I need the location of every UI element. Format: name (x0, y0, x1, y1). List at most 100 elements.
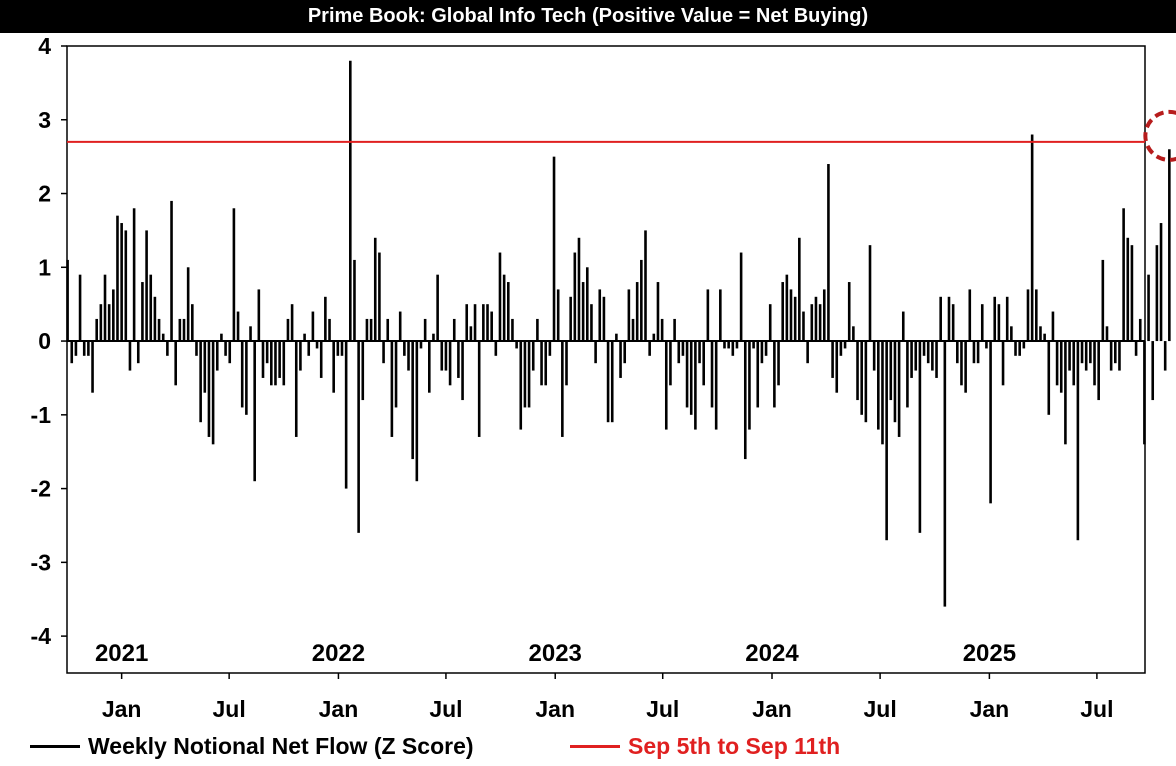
flow-bar (199, 341, 202, 423)
flow-bar (1126, 237, 1130, 342)
legend-item-net-flow: Weekly Notional Net Flow (Z Score) (30, 728, 474, 764)
year-label: 2021 (95, 640, 148, 667)
x-tick-label: Jan (535, 696, 575, 722)
flow-bar (743, 341, 747, 460)
flow-bar (365, 318, 369, 342)
flow-bar (66, 259, 69, 342)
flow-bar (1043, 333, 1046, 342)
flow-bar (232, 208, 236, 342)
flow-bar (714, 341, 718, 430)
flow-bar (482, 304, 485, 342)
flow-bar (748, 341, 751, 430)
flow-bar (153, 296, 157, 342)
flow-bar (78, 274, 82, 342)
flow-bar (99, 304, 103, 342)
flow-bar (1114, 341, 1117, 364)
flow-bar (245, 341, 248, 415)
flow-bar (856, 341, 859, 401)
y-tick-label: -1 (31, 402, 52, 428)
y-tick-label: -3 (31, 549, 51, 575)
flow-bar (390, 341, 394, 437)
flow-bar (818, 304, 822, 342)
flow-bar (407, 341, 410, 371)
chart-svg: 4 3 2 1 0 -1 -2 -3 -4 Jan Jul Jan Jul Jan Jul Jan Jul Jan… (31, 33, 1176, 722)
flow-bar (315, 341, 319, 349)
flow-bar (511, 318, 514, 342)
flow-bar (877, 341, 880, 430)
flow-bar (561, 341, 564, 437)
x-tick-label: Jul (863, 696, 896, 722)
flow-bar (918, 341, 922, 533)
legend-item-sep-line: Sep 5th to Sep 11th (570, 728, 840, 764)
flow-bar (274, 341, 277, 386)
flow-bar (265, 341, 269, 364)
x-tick-label: Jul (213, 696, 246, 722)
flow-bar (827, 164, 830, 342)
flow-bar (768, 304, 772, 342)
flow-bar (602, 296, 606, 342)
flow-bar (1026, 289, 1030, 342)
flow-bar (590, 304, 593, 342)
flow-bar (619, 341, 622, 378)
flow-bar (87, 341, 90, 356)
flow-bar (124, 230, 128, 342)
flow-bar (178, 318, 182, 342)
flow-bar (536, 318, 539, 342)
flow-bar (694, 341, 697, 430)
flow-bar (527, 341, 531, 408)
flow-bar (1134, 341, 1138, 356)
flow-bar (423, 318, 427, 342)
flow-bar (723, 341, 726, 349)
flow-bar (1118, 341, 1121, 371)
flow-bar (249, 326, 252, 342)
flow-bar (1055, 341, 1059, 386)
flow-bar (581, 282, 585, 342)
flow-bar (486, 304, 489, 342)
flow-bar (182, 318, 186, 342)
flow-bar (70, 341, 74, 364)
flow-bar (186, 267, 190, 342)
flow-bar (806, 341, 809, 364)
flow-bar (1168, 149, 1171, 342)
flow-bar (170, 200, 173, 342)
flow-bar (157, 318, 161, 342)
flow-bar (640, 259, 643, 342)
flow-bar (507, 282, 510, 342)
flow-bar (839, 341, 843, 356)
flow-bar (831, 341, 834, 378)
flow-bar (1155, 245, 1159, 342)
flow-bar (656, 282, 660, 342)
flow-bar (677, 341, 681, 364)
flow-bar (91, 341, 94, 393)
y-tick-label: 4 (38, 33, 51, 59)
flow-bar (860, 341, 863, 415)
flow-bar (82, 341, 86, 356)
flow-bar (681, 341, 685, 356)
flow-bar (573, 252, 577, 342)
flow-bar (910, 341, 913, 378)
flow-bar (1130, 245, 1134, 342)
flow-bar (847, 282, 851, 342)
flow-bar (403, 341, 406, 356)
flow-bar (960, 341, 963, 386)
flow-bar (166, 341, 169, 356)
x-tick-label: Jul (1080, 696, 1113, 722)
flow-bar (881, 341, 884, 445)
flow-bar (727, 341, 730, 349)
flow-bar (972, 341, 976, 364)
flow-bar (95, 318, 98, 342)
flow-bar (498, 252, 502, 342)
flow-bar (132, 208, 136, 342)
flow-bar (997, 304, 1001, 342)
flow-bar (519, 341, 523, 430)
flow-bar (976, 341, 980, 364)
flow-bar (161, 333, 165, 342)
flow-bar (606, 341, 610, 423)
flow-bar (299, 341, 302, 371)
y-tick-label: -2 (31, 476, 51, 502)
flow-bar (635, 282, 639, 342)
flow-bar (610, 341, 614, 423)
flow-bar (1030, 134, 1034, 342)
flow-bar (993, 296, 997, 342)
flow-bar (228, 341, 232, 364)
